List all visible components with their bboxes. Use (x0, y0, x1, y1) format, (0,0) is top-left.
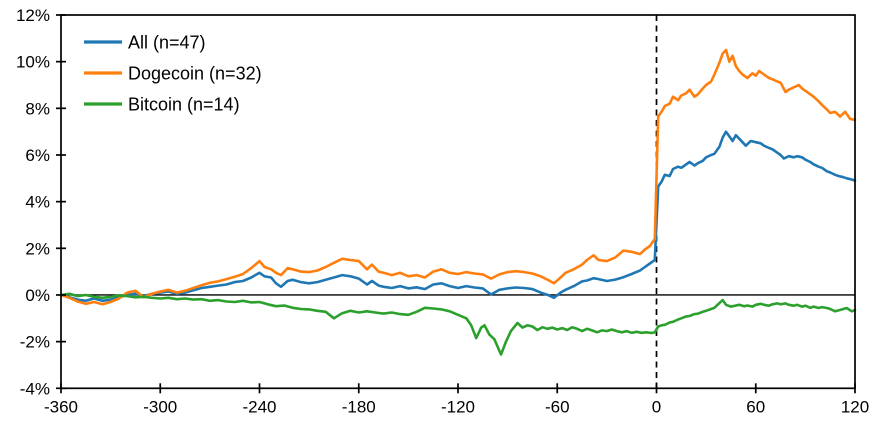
y-axis-tick-label: 8% (25, 99, 50, 118)
legend-label: Bitcoin (n=14) (128, 95, 240, 115)
series-line-all-n-47 (59, 130, 857, 303)
y-axis-tick-label: -2% (20, 333, 50, 352)
y-axis-tick-label: 10% (16, 53, 50, 72)
x-axis-tick-label: -60 (545, 397, 570, 416)
y-axis-tick-label: 2% (25, 239, 50, 258)
legend-item-all-n-47: All (n=47) (84, 33, 206, 53)
legend-item-dogecoin-n-32: Dogecoin (n=32) (84, 64, 262, 84)
y-axis-tick-label: 4% (25, 193, 50, 212)
x-axis-tick-label: -300 (143, 397, 177, 416)
y-axis-tick-label: 12% (16, 6, 50, 25)
series-line-bitcoin-n-14 (59, 292, 857, 356)
x-axis-tick-label: -180 (342, 397, 376, 416)
y-axis-tick-label: -4% (20, 379, 50, 398)
x-axis-tick-label: -360 (44, 397, 78, 416)
x-axis-tick-label: 120 (841, 397, 869, 416)
x-axis-tick-label: -240 (242, 397, 276, 416)
x-axis-tick-label: 60 (746, 397, 765, 416)
legend-label: Dogecoin (n=32) (128, 64, 262, 84)
y-axis-tick-label: 6% (25, 146, 50, 165)
x-axis-tick-label: 0 (652, 397, 661, 416)
y-axis-tick-label: 0% (25, 286, 50, 305)
series-line-dogecoin-n-32 (59, 48, 857, 306)
x-axis-tick-label: -120 (441, 397, 475, 416)
legend-item-bitcoin-n-14: Bitcoin (n=14) (84, 95, 240, 115)
legend-label: All (n=47) (128, 33, 206, 53)
